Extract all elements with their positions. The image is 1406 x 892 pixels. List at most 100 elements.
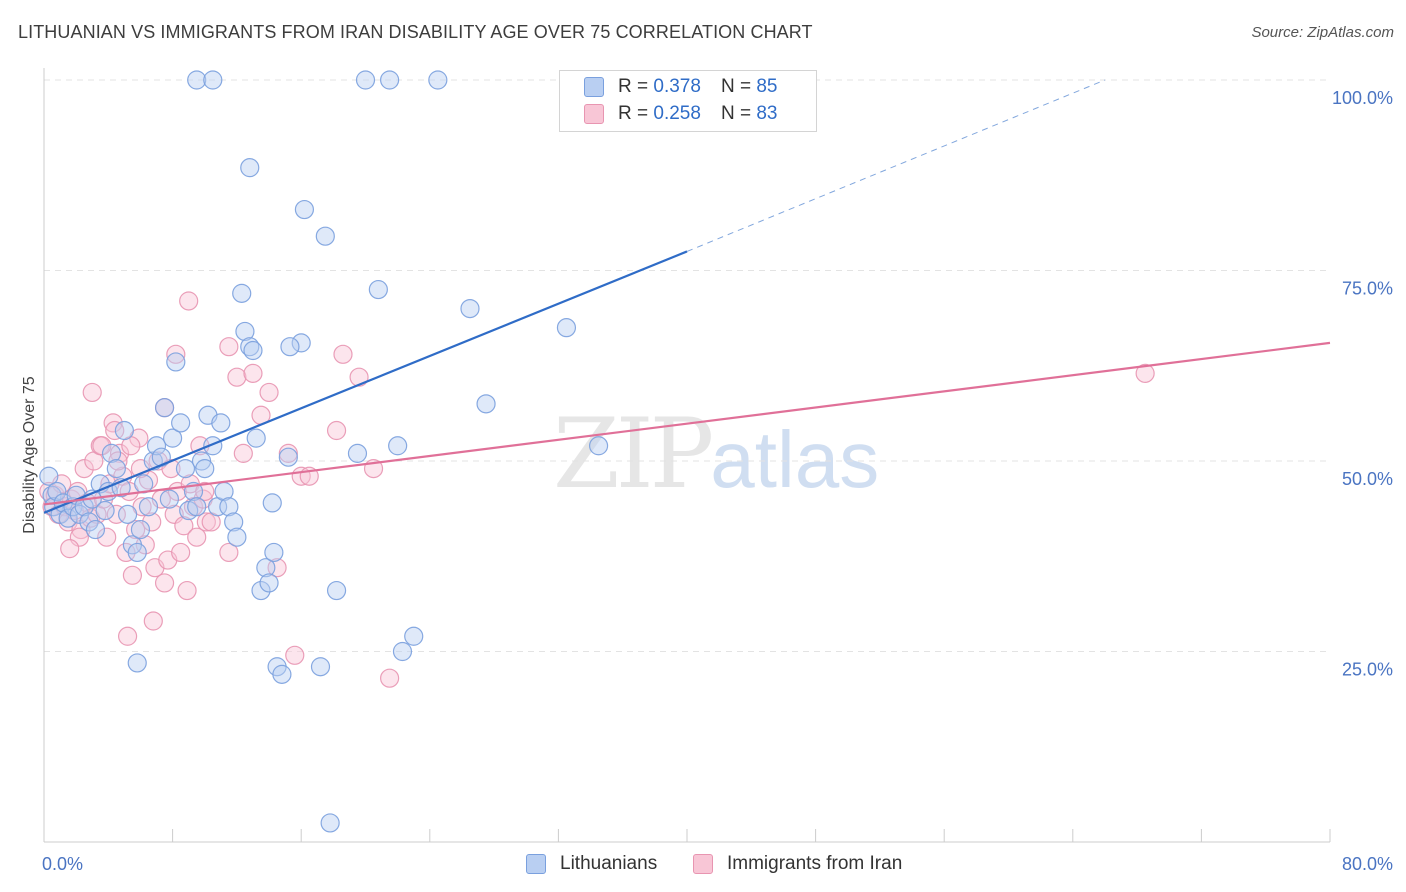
data-point-lithuanian xyxy=(315,226,335,246)
legend-label: Immigrants from Iran xyxy=(727,853,903,874)
r-label: R = xyxy=(618,103,649,124)
data-point-lithuanian xyxy=(246,428,266,448)
chart-title: LITHUANIAN VS IMMIGRANTS FROM IRAN DISAB… xyxy=(18,22,813,42)
tick-labels: 100.0% 75.0% 50.0% 25.0% 0.0% 80.0% xyxy=(42,88,1393,874)
data-point-lithuanian xyxy=(262,493,282,513)
legend-swatch-blue xyxy=(584,77,604,97)
data-point-lithuanian xyxy=(203,70,223,90)
data-point-iran xyxy=(142,512,162,532)
data-point-iran xyxy=(179,291,199,311)
data-point-iran xyxy=(126,519,146,540)
legend-swatch-pink xyxy=(693,854,713,874)
legend-item-lithuanians: Lithuanians xyxy=(526,851,657,877)
data-point-iran xyxy=(166,344,186,364)
data-point-iran xyxy=(333,344,353,364)
data-point-iran xyxy=(285,645,305,665)
data-point-lithuanian xyxy=(101,443,122,463)
legend-item-iran: Immigrants from Iran xyxy=(693,851,902,877)
data-point-iran xyxy=(1135,363,1155,383)
y-axis-label: Disability Age Over 75 xyxy=(21,376,38,534)
y-tick-label: 25.0% xyxy=(1342,660,1393,680)
data-point-lithuanian xyxy=(380,70,400,90)
data-point-iran xyxy=(109,443,130,463)
data-point-lithuanian xyxy=(347,443,368,463)
stats-row-iran: R = 0.258 N = 83 xyxy=(584,101,777,127)
stats-legend: R = 0.378 N = 85 R = 0.258 N = 83 xyxy=(559,70,817,132)
data-point-lithuanian xyxy=(388,436,408,456)
data-point-lithuanian xyxy=(240,158,260,178)
data-point-iran xyxy=(103,413,123,433)
data-point-iran xyxy=(227,367,247,387)
data-point-lithuanian xyxy=(163,428,183,448)
data-point-lithuanian xyxy=(264,542,284,563)
data-point-lithuanian xyxy=(171,413,191,433)
data-point-iran xyxy=(97,527,117,547)
data-point-iran xyxy=(233,443,253,463)
data-point-iran xyxy=(187,527,207,547)
gridlines xyxy=(44,79,1330,652)
data-point-lithuanian xyxy=(294,199,315,220)
data-point-lithuanian xyxy=(224,512,244,532)
data-point-lithuanian xyxy=(106,459,126,479)
data-point-iran xyxy=(60,539,80,559)
data-point-lithuanian xyxy=(291,333,311,353)
data-point-lithuanian xyxy=(251,580,271,601)
data-point-lithuanian xyxy=(392,641,413,662)
data-point-lithuanian xyxy=(232,283,252,303)
data-point-iran xyxy=(380,668,400,688)
data-point-lithuanian xyxy=(243,340,263,361)
data-point-lithuanian xyxy=(320,813,340,833)
data-point-lithuanian xyxy=(74,497,94,517)
data-point-lithuanian xyxy=(227,527,247,547)
data-point-lithuanian xyxy=(235,321,255,342)
data-point-lithuanian xyxy=(47,481,67,502)
series-lithuanians-points xyxy=(39,70,609,833)
x-tick-label: 80.0% xyxy=(1342,854,1393,874)
data-point-lithuanian xyxy=(146,436,167,456)
watermark: ZIPatlas xyxy=(553,398,879,510)
data-point-lithuanian xyxy=(240,337,260,357)
data-point-lithuanian xyxy=(154,398,175,418)
data-point-lithuanian xyxy=(175,459,196,479)
data-point-iran xyxy=(219,337,239,357)
data-point-iran xyxy=(122,565,143,585)
legend-swatch-blue xyxy=(526,854,546,874)
data-point-lithuanian xyxy=(310,657,331,677)
data-point-lithuanian xyxy=(211,413,231,433)
axes xyxy=(43,68,1331,843)
data-point-lithuanian xyxy=(79,512,99,532)
y-tick-label: 75.0% xyxy=(1342,279,1393,299)
trend-lines xyxy=(43,79,1331,514)
data-point-iran xyxy=(326,420,347,441)
legend-label: Lithuanians xyxy=(560,853,658,874)
data-point-lithuanian xyxy=(219,497,239,517)
n-value: 85 xyxy=(756,76,778,97)
data-point-lithuanian xyxy=(556,318,577,338)
data-point-lithuanian xyxy=(166,352,186,372)
data-point-iran xyxy=(116,542,136,563)
trend-line-iran xyxy=(43,341,1331,506)
data-point-iran xyxy=(349,367,369,387)
data-point-lithuanian xyxy=(280,337,300,357)
data-point-lithuanian xyxy=(58,508,78,528)
data-point-lithuanian xyxy=(130,519,151,540)
data-point-lithuanian xyxy=(127,542,147,563)
data-point-lithuanian xyxy=(85,519,106,540)
trend-line-lithuanians-extension xyxy=(686,79,1106,252)
n-value: 83 xyxy=(756,103,778,124)
data-point-lithuanian xyxy=(355,70,376,90)
legend-swatch-pink xyxy=(584,104,604,124)
data-point-lithuanian xyxy=(404,626,424,646)
data-point-lithuanian xyxy=(326,580,347,601)
data-point-lithuanian xyxy=(187,70,207,90)
data-point-iran xyxy=(267,558,287,578)
r-value: 0.378 xyxy=(653,76,701,97)
trend-line-lithuanians xyxy=(43,250,688,514)
data-point-lithuanian xyxy=(368,279,388,300)
n-label: N = xyxy=(720,76,752,97)
watermark-atlas: atlas xyxy=(710,415,880,504)
data-point-iran xyxy=(174,516,194,536)
data-point-lithuanian xyxy=(476,394,496,414)
data-point-lithuanian xyxy=(187,497,207,517)
data-point-iran xyxy=(117,626,138,646)
